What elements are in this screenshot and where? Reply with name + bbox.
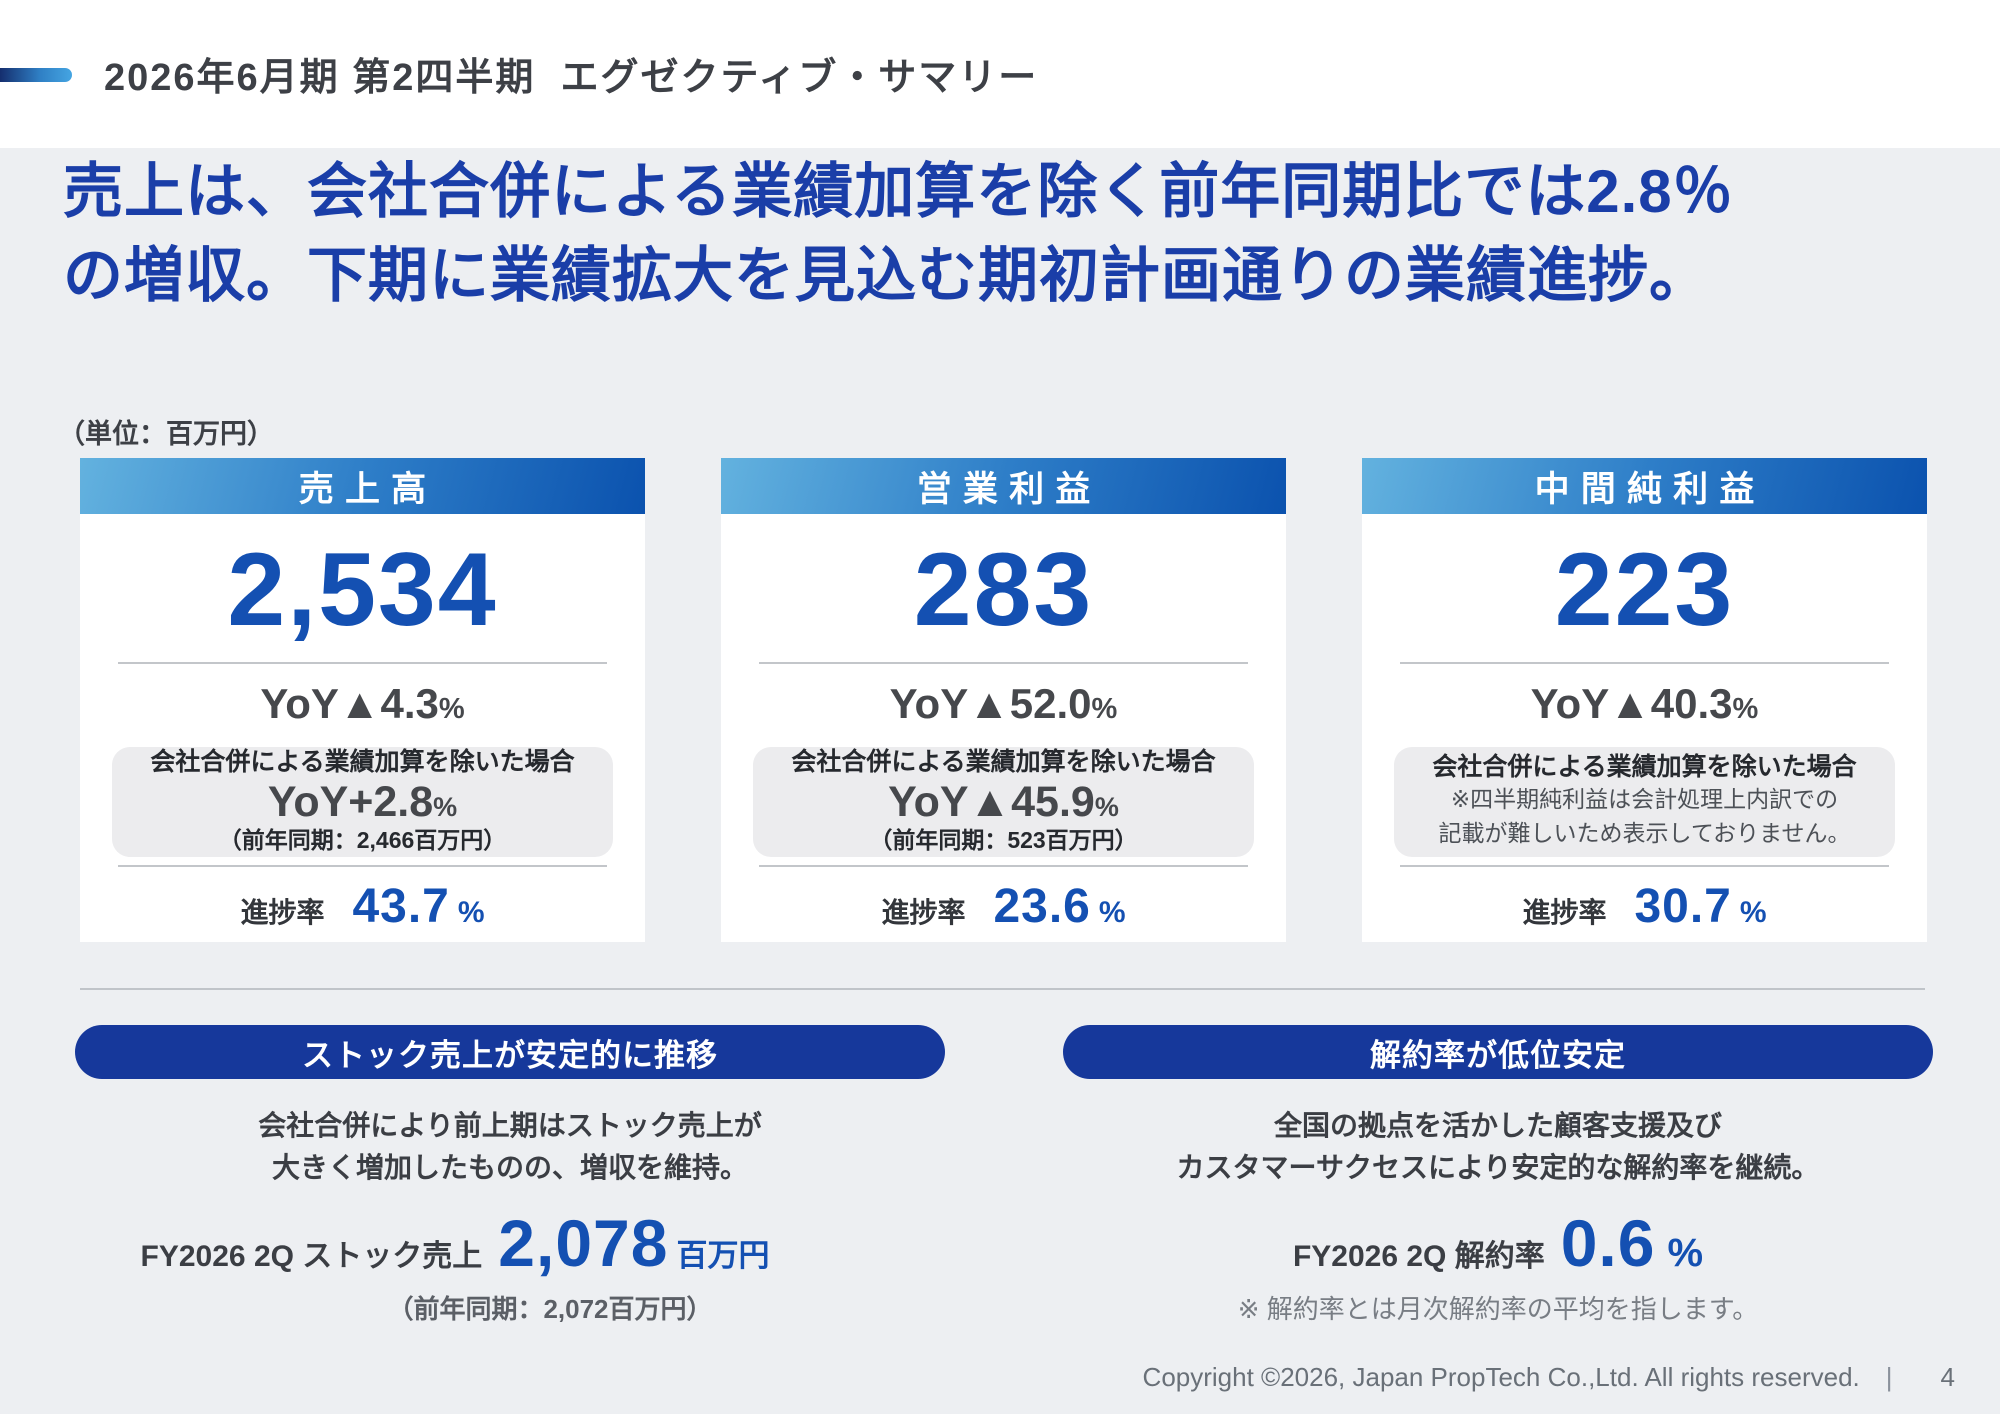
progress-label: 進捗率 (881, 896, 966, 928)
card-operating-profit-progress: 進捗率 23.6 % (721, 879, 1286, 934)
progress-label: 進捗率 (240, 896, 325, 928)
stock-revenue-note: （前年同期：2,072百万円） (387, 1294, 713, 1324)
percent-sign: % (438, 693, 465, 725)
stat-label: FY2026 2Q ストック売上 (140, 1240, 483, 1273)
card-net-profit-title: 中間純利益 (1362, 458, 1927, 514)
headline-line1: 売上は、会社合併による業績加算を除く前年同期比では2.8％ (63, 158, 1734, 225)
headline: 売上は、会社合併による業績加算を除く前年同期比では2.8％ の増収。下期に業績拡… (63, 150, 1734, 318)
churn-rate-note: ※ 解約率とは月次解約率の平均を指します。 (1237, 1294, 1759, 1324)
stock-revenue-pill: ストック売上が安定的に推移 (75, 1025, 945, 1079)
adjustment-title: 会社合併による業績加算を除いた場合 (791, 748, 1216, 777)
progress-value: 30.7 (1634, 879, 1732, 933)
churn-rate-stat: FY2026 2Q 解約率 0.6 % (1063, 1205, 1933, 1281)
description-line2: 大きく増加したものの、増収を維持。 (271, 1152, 748, 1183)
card-net-profit-value: 223 (1554, 532, 1735, 648)
adjustment-title: 会社合併による業績加算を除いた場合 (150, 748, 575, 777)
adjustment-note: （前年同期：2,466百万円） (218, 827, 507, 854)
churn-rate-pill: 解約率が低位安定 (1063, 1025, 1933, 1079)
adjustment-yoy-text: YoY+2.8 (267, 778, 434, 827)
card-net-profit-yoy: YoY▲40.3% (1362, 678, 1927, 731)
footer: Copyright ©2026, Japan PropTech Co.,Ltd.… (1143, 1362, 1955, 1393)
percent-sign: % (1094, 792, 1119, 823)
yoy-text: YoY▲4.3 (260, 680, 439, 727)
stock-revenue-stat: FY2026 2Q ストック売上 2,078 百万円 (20, 1205, 890, 1281)
card-net-profit-progress: 進捗率 30.7 % (1362, 879, 1927, 934)
kpi-cards-row: 売上高 2,534 YoY▲4.3% 会社合併による業績加算を除いた場合 YoY… (80, 458, 1927, 942)
percent-sign: % (1739, 895, 1767, 929)
card-operating-profit-adjustment-box: 会社合併による業績加算を除いた場合 YoY▲45.9% （前年同期：523百万円… (753, 746, 1254, 857)
progress-value: 23.6 (993, 879, 1091, 933)
description-line1: 会社合併により前上期はストック売上が (258, 1110, 762, 1141)
card-revenue-yoy: YoY▲4.3% (80, 678, 645, 731)
headline-line2: の増収。下期に業績拡大を見込む期初計画通りの業績進捗。 (63, 242, 1710, 309)
stat-label: FY2026 2Q 解約率 (1292, 1240, 1545, 1273)
card-net-profit-adjustment-box: 会社合併による業績加算を除いた場合 ※四半期純利益は会計処理上内訳での 記載が難… (1394, 746, 1895, 857)
churn-rate-highlight: 解約率が低位安定 全国の拠点を活かした顧客支援及び カスタマーサクセスにより安定… (1063, 1025, 1933, 1326)
percent-sign: % (433, 792, 458, 823)
card-revenue-title: 売上高 (80, 458, 645, 514)
yoy-text: YoY▲52.0 (889, 680, 1092, 727)
card-revenue-value: 2,534 (227, 532, 498, 648)
section-divider (80, 988, 1925, 990)
card-divider (118, 662, 607, 664)
progress-value: 43.7 (352, 879, 450, 933)
stat-unit: % (1667, 1231, 1704, 1275)
description-line2: カスタマーサクセスにより安定的な解約率を継続。 (1176, 1152, 1820, 1183)
card-divider (1400, 864, 1889, 867)
page-title: 2026年6月期 第2四半期 エグゼクティブ・サマリー (104, 57, 1039, 99)
card-operating-profit-yoy: YoY▲52.0% (721, 678, 1286, 731)
adjustment-remark-line2: 記載が難しいため表示しておりません。 (1438, 819, 1851, 846)
adjustment-value: YoY▲45.9% (761, 778, 1246, 827)
card-net-profit: 中間純利益 223 YoY▲40.3% 会社合併による業績加算を除いた場合 ※四… (1362, 458, 1927, 942)
card-divider (759, 864, 1248, 867)
card-revenue-progress: 進捗率 43.7 % (80, 879, 645, 934)
adjustment-value: YoY+2.8% (120, 778, 605, 827)
stat-value: 0.6 (1560, 1206, 1656, 1280)
card-revenue-adjustment-box: 会社合併による業績加算を除いた場合 YoY+2.8% （前年同期：2,466百万… (112, 746, 613, 857)
footer-separator: | (1885, 1362, 1893, 1392)
card-operating-profit: 営業利益 283 YoY▲52.0% 会社合併による業績加算を除いた場合 YoY… (721, 458, 1286, 942)
adjustment-yoy-text: YoY▲45.9 (888, 778, 1095, 827)
percent-sign: % (1732, 693, 1759, 725)
progress-label: 進捗率 (1522, 896, 1607, 928)
copyright-text: Copyright ©2026, Japan PropTech Co.,Ltd.… (1142, 1362, 1860, 1392)
percent-sign: % (1098, 895, 1126, 929)
card-divider (118, 864, 607, 867)
card-operating-profit-value: 283 (913, 532, 1094, 648)
stat-unit: 百万円 (676, 1238, 770, 1273)
stock-revenue-description: 会社合併により前上期はストック売上が 大きく増加したものの、増収を維持。 (75, 1105, 945, 1189)
yoy-text: YoY▲40.3 (1530, 680, 1733, 727)
percent-sign: % (1091, 693, 1118, 725)
unit-label: （単位：百万円） (58, 419, 274, 449)
description-line1: 全国の拠点を活かした顧客支援及び (1273, 1110, 1722, 1141)
stat-value: 2,078 (498, 1206, 669, 1280)
page-number: 4 (1940, 1362, 1955, 1392)
card-revenue: 売上高 2,534 YoY▲4.3% 会社合併による業績加算を除いた場合 YoY… (80, 458, 645, 942)
card-divider (1400, 662, 1889, 664)
stock-revenue-highlight: ストック売上が安定的に推移 会社合併により前上期はストック売上が 大きく増加した… (75, 1025, 945, 1326)
adjustment-remark-line1: ※四半期純利益は会計処理上内訳での (1450, 786, 1839, 813)
card-operating-profit-title: 営業利益 (721, 458, 1286, 514)
percent-sign: % (457, 895, 485, 929)
adjustment-title: 会社合併による業績加算を除いた場合 (1432, 753, 1857, 782)
header-accent-bar (0, 68, 72, 82)
card-divider (759, 662, 1248, 664)
churn-rate-description: 全国の拠点を活かした顧客支援及び カスタマーサクセスにより安定的な解約率を継続。 (1063, 1105, 1933, 1189)
adjustment-note: （前年同期：523百万円） (869, 827, 1138, 854)
